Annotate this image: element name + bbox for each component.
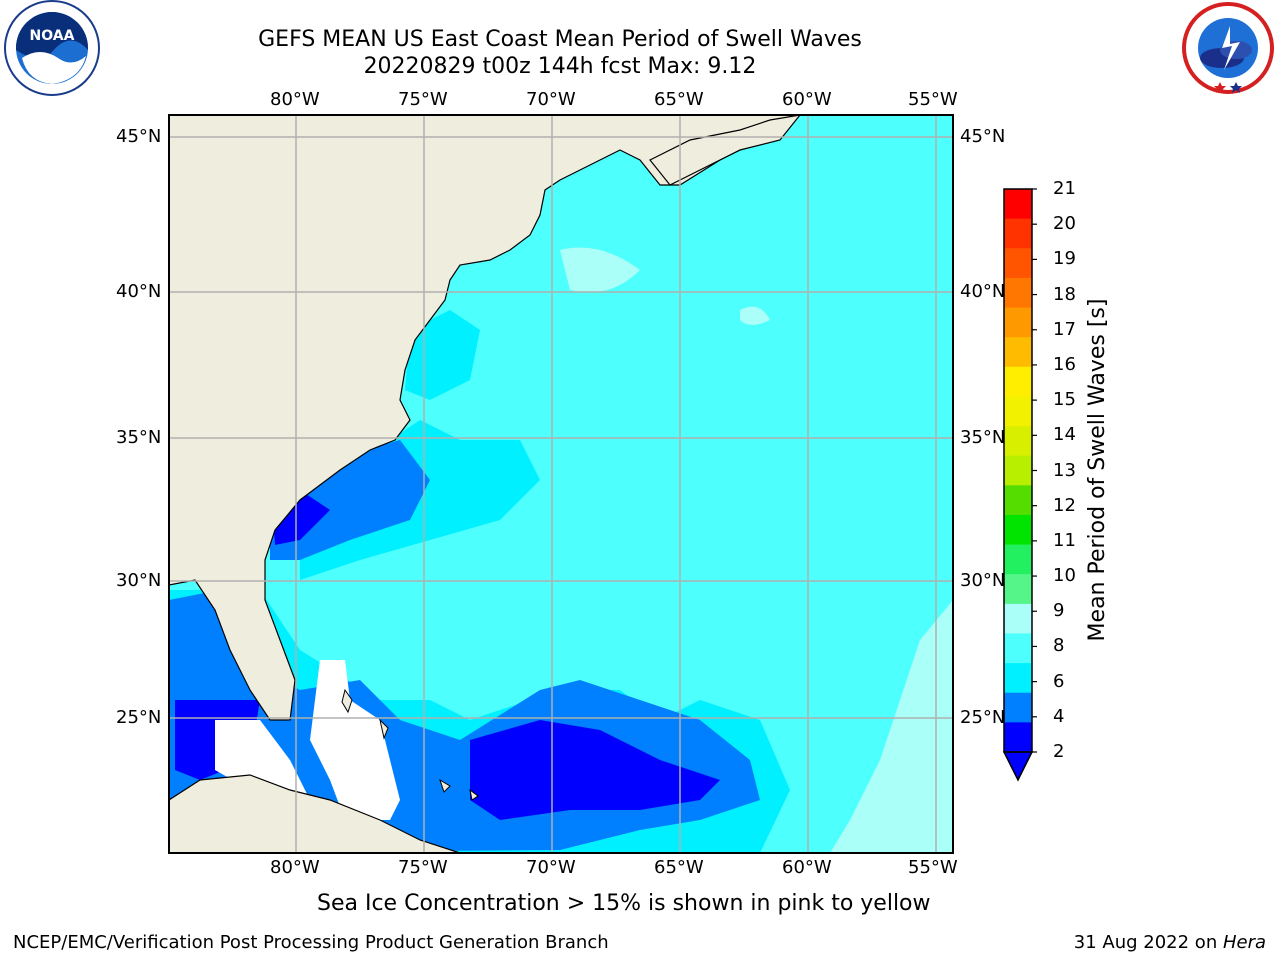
- colorbar-swatch: [1004, 485, 1032, 516]
- colorbar-swatch: [1004, 277, 1032, 309]
- lon-label-top-65w: 65°W: [654, 89, 704, 110]
- colorbar-tick-label: 2: [1053, 741, 1065, 762]
- colorbar-tick-label: 10: [1053, 565, 1076, 587]
- colorbar-swatch: [1004, 366, 1032, 397]
- lat-label-left-25n: 25°N: [116, 707, 162, 728]
- colorbar-tick-label: 18: [1053, 283, 1076, 305]
- lon-label-top-80w: 80°W: [270, 89, 320, 110]
- colorbar-tick-label: 9: [1053, 600, 1065, 622]
- colorbar-tick-label: 16: [1053, 353, 1076, 375]
- colorbar-tick-label: 15: [1053, 389, 1076, 411]
- lon-label-bottom-80w: 80°W: [270, 857, 320, 878]
- lon-label-bottom-75w: 75°W: [398, 857, 448, 878]
- land-cuba: [169, 774, 461, 853]
- noaa-logo-text: NOAA: [30, 28, 75, 44]
- colorbar-swatch: [1004, 633, 1032, 664]
- swell-period-field: [169, 115, 953, 853]
- colorbar-swatch: [1004, 544, 1032, 575]
- colorbar-swatch: [1004, 514, 1032, 546]
- land-bahamas-islands: [341, 688, 479, 801]
- colorbar-tick-label: 21: [1053, 178, 1076, 199]
- map-title: GEFS MEAN US East Coast Mean Period of S…: [258, 27, 862, 52]
- swell-light-region-east: [830, 600, 953, 853]
- colorbar-swatch: [1004, 574, 1032, 605]
- lat-label-left-35n: 35°N: [116, 427, 162, 448]
- colorbar-swatch: [1004, 189, 1032, 220]
- noaa-logo: NOAA: [4, 0, 100, 96]
- footer-credit: NCEP/EMC/Verification Post Processing Pr…: [13, 932, 609, 953]
- swell-lowest-region-south: [470, 720, 720, 820]
- colorbar-swatch: [1004, 396, 1032, 427]
- colorbar-tick-label: 13: [1053, 459, 1076, 481]
- land-nova-scotia: [649, 115, 801, 186]
- colorbar-swatch: [1004, 307, 1032, 338]
- colorbar-swatch: [1004, 218, 1032, 249]
- colorbar-tick-label: 4: [1053, 705, 1065, 727]
- colorbar-tick-label: 6: [1053, 670, 1065, 692]
- colorbar-swatch: [1004, 337, 1032, 368]
- lon-label-bottom-60w: 60°W: [782, 857, 832, 878]
- colorbar-swatch: [1004, 722, 1032, 753]
- nws-logo: [1182, 2, 1274, 94]
- colorbar: [1002, 188, 1037, 782]
- map-subtitle: 20220829 t00z 144h fcst Max: 9.12: [363, 54, 757, 79]
- lon-label-bottom-55w: 55°W: [908, 857, 958, 878]
- colorbar-tick-label: 11: [1053, 529, 1076, 551]
- lon-label-bottom-65w: 65°W: [654, 857, 704, 878]
- land-north-america: [169, 115, 802, 721]
- lat-label-right-40n: 40°N: [960, 281, 1006, 302]
- lat-label-right-25n: 25°N: [960, 707, 1006, 728]
- colorbar-tick-label: 20: [1053, 213, 1076, 235]
- lat-label-right-45n: 45°N: [960, 126, 1006, 147]
- lon-label-top-55w: 55°W: [908, 89, 958, 110]
- lat-label-right-35n: 35°N: [960, 427, 1006, 448]
- colorbar-swatch: [1004, 426, 1032, 457]
- lat-label-left-40n: 40°N: [116, 281, 162, 302]
- swell-light-region-mid: [740, 306, 770, 325]
- colorbar-tick-label: 19: [1053, 248, 1076, 270]
- lon-label-top-70w: 70°W: [526, 89, 576, 110]
- swell-light-region-north: [560, 247, 640, 293]
- masked-area-bahamas: [310, 660, 400, 820]
- footer-date: 31 Aug 2022 on Hera: [1074, 932, 1266, 954]
- colorbar-label: Mean Period of Swell Waves [s]: [1085, 298, 1110, 642]
- colorbar-swatch: [1004, 692, 1032, 723]
- colorbar-underflow-arrow: [1002, 751, 1034, 782]
- lat-label-left-45n: 45°N: [116, 126, 162, 147]
- colorbar-tick-label: 17: [1053, 318, 1076, 340]
- lon-label-bottom-70w: 70°W: [526, 857, 576, 878]
- footer-system-name: Hera: [1222, 932, 1266, 953]
- colorbar-swatch: [1004, 455, 1032, 486]
- footer-date-text: 31 Aug 2022 on: [1073, 932, 1223, 953]
- colorbar-swatch: [1004, 248, 1032, 279]
- lon-label-top-60w: 60°W: [782, 89, 832, 110]
- colorbar-tick-label: 14: [1053, 424, 1076, 446]
- colorbar-swatch: [1004, 663, 1032, 694]
- lat-label-left-30n: 30°N: [116, 570, 162, 591]
- map-frame: [168, 114, 954, 854]
- map-gridlines: [169, 115, 953, 853]
- colorbar-swatch: [1004, 603, 1032, 634]
- colorbar-tick-label: 12: [1053, 494, 1076, 516]
- lat-label-right-30n: 30°N: [960, 570, 1006, 591]
- colorbar-tick-label: 8: [1053, 635, 1065, 657]
- sea-ice-note: Sea Ice Concentration > 15% is shown in …: [317, 891, 931, 916]
- lon-label-top-75w: 75°W: [398, 89, 448, 110]
